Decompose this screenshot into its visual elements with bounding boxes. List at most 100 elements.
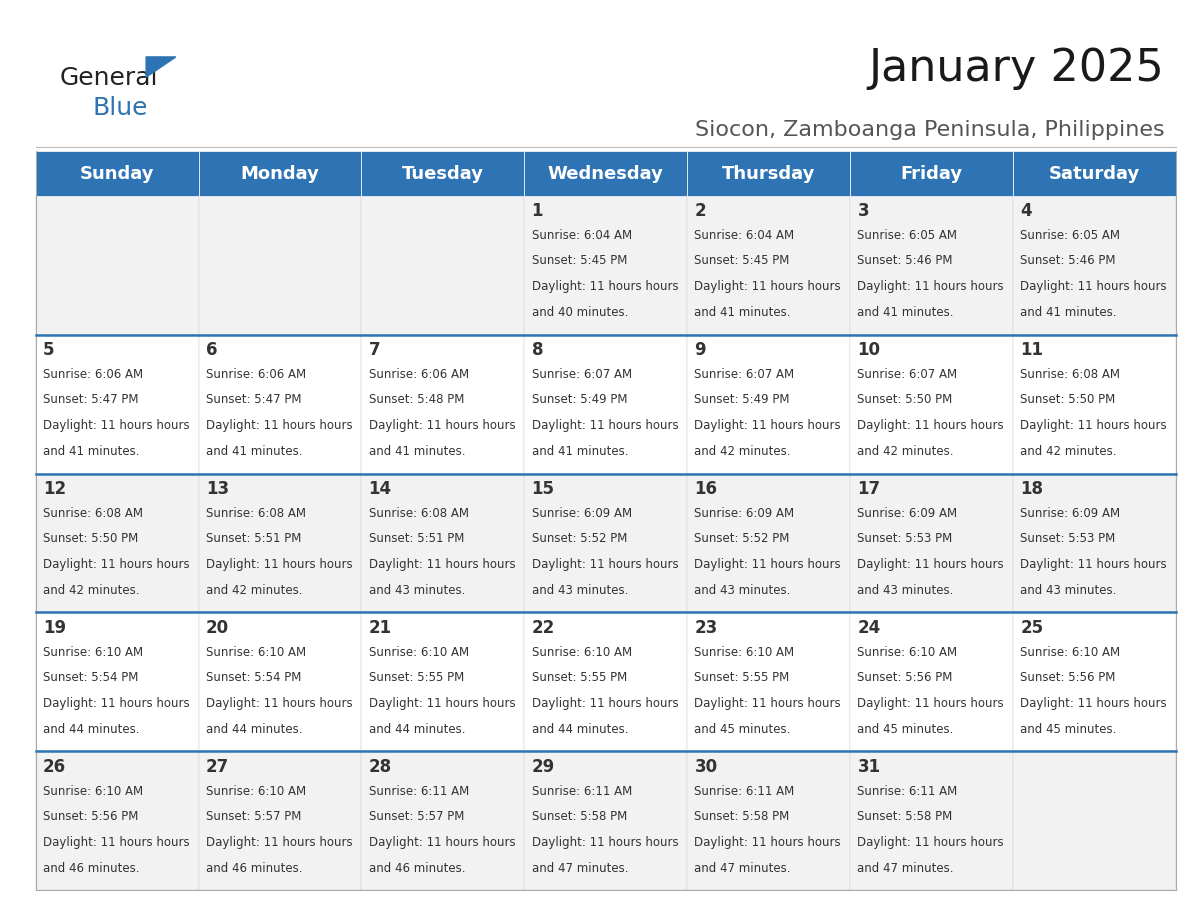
Bar <box>36 612 198 752</box>
Text: Monday: Monday <box>241 164 320 183</box>
Text: Sunrise: 6:09 AM: Sunrise: 6:09 AM <box>531 507 632 520</box>
Bar <box>524 196 688 334</box>
Text: 8: 8 <box>531 341 543 359</box>
Text: 20: 20 <box>206 619 229 637</box>
Bar <box>524 334 688 474</box>
Text: Sunset: 5:51 PM: Sunset: 5:51 PM <box>206 532 301 545</box>
Bar <box>524 752 688 890</box>
Text: and 45 minutes.: and 45 minutes. <box>695 722 791 735</box>
Text: and 41 minutes.: and 41 minutes. <box>206 444 302 458</box>
Bar <box>36 196 198 334</box>
Text: Sunrise: 6:05 AM: Sunrise: 6:05 AM <box>1020 229 1120 241</box>
Text: Sunrise: 6:11 AM: Sunrise: 6:11 AM <box>531 785 632 798</box>
Bar <box>361 474 524 612</box>
Text: Friday: Friday <box>901 164 962 183</box>
Text: and 41 minutes.: and 41 minutes. <box>368 444 466 458</box>
Text: Sunrise: 6:10 AM: Sunrise: 6:10 AM <box>695 645 795 658</box>
Text: and 41 minutes.: and 41 minutes. <box>1020 306 1117 319</box>
Text: Sunset: 5:46 PM: Sunset: 5:46 PM <box>858 254 953 267</box>
Bar <box>851 752 1013 890</box>
Bar <box>1013 196 1176 334</box>
Text: 11: 11 <box>1020 341 1043 359</box>
Text: and 43 minutes.: and 43 minutes. <box>368 584 465 597</box>
Text: and 41 minutes.: and 41 minutes. <box>858 306 954 319</box>
Text: 7: 7 <box>368 341 380 359</box>
Polygon shape <box>146 57 176 77</box>
Text: Tuesday: Tuesday <box>402 164 484 183</box>
Text: Sunset: 5:58 PM: Sunset: 5:58 PM <box>695 811 790 823</box>
Text: 10: 10 <box>858 341 880 359</box>
Text: Daylight: 11 hours hours: Daylight: 11 hours hours <box>858 419 1004 432</box>
Text: Daylight: 11 hours hours: Daylight: 11 hours hours <box>43 558 189 571</box>
Text: 19: 19 <box>43 619 65 637</box>
Text: Sunset: 5:57 PM: Sunset: 5:57 PM <box>206 811 301 823</box>
Text: and 47 minutes.: and 47 minutes. <box>695 862 791 875</box>
Text: Daylight: 11 hours hours: Daylight: 11 hours hours <box>368 419 516 432</box>
Text: Sunrise: 6:11 AM: Sunrise: 6:11 AM <box>695 785 795 798</box>
Text: and 47 minutes.: and 47 minutes. <box>531 862 628 875</box>
Text: Sunrise: 6:06 AM: Sunrise: 6:06 AM <box>368 367 469 381</box>
Text: 21: 21 <box>368 619 392 637</box>
Text: Sunrise: 6:05 AM: Sunrise: 6:05 AM <box>858 229 958 241</box>
Text: Daylight: 11 hours hours: Daylight: 11 hours hours <box>695 419 841 432</box>
Text: Daylight: 11 hours hours: Daylight: 11 hours hours <box>858 558 1004 571</box>
Bar <box>851 334 1013 474</box>
Text: Sunset: 5:57 PM: Sunset: 5:57 PM <box>368 811 465 823</box>
Bar <box>198 196 361 334</box>
Text: 25: 25 <box>1020 619 1043 637</box>
Text: Sunrise: 6:09 AM: Sunrise: 6:09 AM <box>1020 507 1120 520</box>
Text: 26: 26 <box>43 758 65 776</box>
Bar <box>688 474 851 612</box>
Bar <box>361 612 524 752</box>
Bar <box>198 334 361 474</box>
Text: and 46 minutes.: and 46 minutes. <box>206 862 302 875</box>
Text: Sunset: 5:53 PM: Sunset: 5:53 PM <box>1020 532 1116 545</box>
Bar <box>1013 612 1176 752</box>
Bar <box>1013 334 1176 474</box>
Text: and 40 minutes.: and 40 minutes. <box>531 306 628 319</box>
Text: Sunrise: 6:10 AM: Sunrise: 6:10 AM <box>531 645 632 658</box>
Bar <box>524 151 688 196</box>
Text: Daylight: 11 hours hours: Daylight: 11 hours hours <box>368 697 516 710</box>
Text: Daylight: 11 hours hours: Daylight: 11 hours hours <box>858 697 1004 710</box>
Text: Daylight: 11 hours hours: Daylight: 11 hours hours <box>695 697 841 710</box>
Text: Sunset: 5:56 PM: Sunset: 5:56 PM <box>1020 671 1116 684</box>
Text: Sunrise: 6:06 AM: Sunrise: 6:06 AM <box>206 367 305 381</box>
Text: Sunrise: 6:10 AM: Sunrise: 6:10 AM <box>43 785 143 798</box>
Text: Siocon, Zamboanga Peninsula, Philippines: Siocon, Zamboanga Peninsula, Philippines <box>695 120 1164 140</box>
Text: Sunrise: 6:08 AM: Sunrise: 6:08 AM <box>1020 367 1120 381</box>
Text: Sunset: 5:58 PM: Sunset: 5:58 PM <box>531 811 627 823</box>
Text: Sunrise: 6:10 AM: Sunrise: 6:10 AM <box>368 645 469 658</box>
Text: Daylight: 11 hours hours: Daylight: 11 hours hours <box>368 558 516 571</box>
Text: and 46 minutes.: and 46 minutes. <box>368 862 466 875</box>
Text: Sunset: 5:45 PM: Sunset: 5:45 PM <box>695 254 790 267</box>
Bar <box>361 196 524 334</box>
Text: Daylight: 11 hours hours: Daylight: 11 hours hours <box>695 836 841 849</box>
Text: Thursday: Thursday <box>722 164 815 183</box>
Text: Sunrise: 6:04 AM: Sunrise: 6:04 AM <box>695 229 795 241</box>
Bar <box>851 612 1013 752</box>
Text: 13: 13 <box>206 480 229 498</box>
Text: Daylight: 11 hours hours: Daylight: 11 hours hours <box>43 419 189 432</box>
Text: Sunrise: 6:09 AM: Sunrise: 6:09 AM <box>695 507 795 520</box>
Bar <box>198 474 361 612</box>
Text: Sunrise: 6:07 AM: Sunrise: 6:07 AM <box>858 367 958 381</box>
Text: Daylight: 11 hours hours: Daylight: 11 hours hours <box>1020 697 1167 710</box>
Text: and 42 minutes.: and 42 minutes. <box>858 444 954 458</box>
Text: Sunset: 5:54 PM: Sunset: 5:54 PM <box>43 671 138 684</box>
Text: Saturday: Saturday <box>1049 164 1140 183</box>
Text: 24: 24 <box>858 619 880 637</box>
Bar <box>851 196 1013 334</box>
Bar <box>198 612 361 752</box>
Text: 29: 29 <box>531 758 555 776</box>
Text: Daylight: 11 hours hours: Daylight: 11 hours hours <box>206 697 353 710</box>
Text: Daylight: 11 hours hours: Daylight: 11 hours hours <box>531 280 678 293</box>
Text: 22: 22 <box>531 619 555 637</box>
Text: Wednesday: Wednesday <box>548 164 664 183</box>
Text: Daylight: 11 hours hours: Daylight: 11 hours hours <box>206 836 353 849</box>
Text: Sunrise: 6:11 AM: Sunrise: 6:11 AM <box>368 785 469 798</box>
Text: 15: 15 <box>531 480 555 498</box>
Bar <box>36 334 198 474</box>
Text: General: General <box>59 66 158 90</box>
Text: Daylight: 11 hours hours: Daylight: 11 hours hours <box>206 558 353 571</box>
